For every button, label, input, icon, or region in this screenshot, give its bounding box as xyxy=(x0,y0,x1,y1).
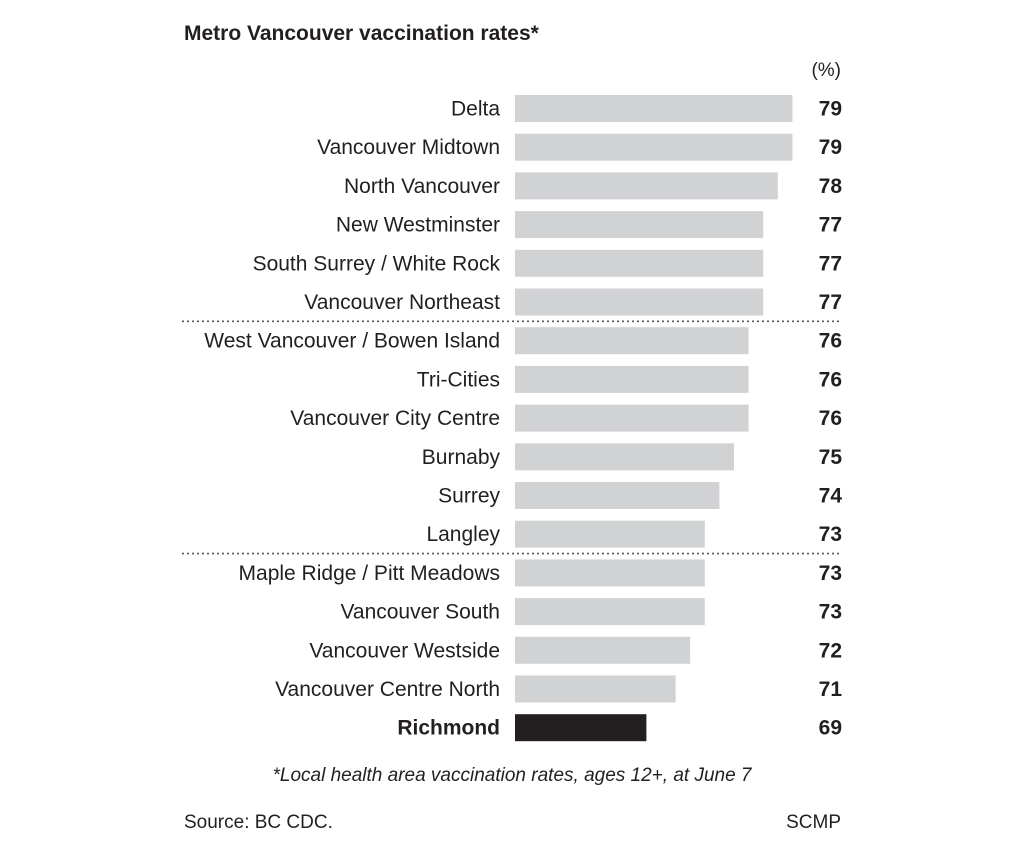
bar-vancouver-city-centre xyxy=(515,404,749,432)
bar-vancouver-centre-north xyxy=(515,675,676,703)
bar-delta xyxy=(515,95,793,122)
value-label: 72 xyxy=(819,639,842,662)
value-label: 74 xyxy=(819,485,843,508)
value-label: 77 xyxy=(819,214,842,237)
value-label: 76 xyxy=(819,407,842,430)
category-label: Vancouver Northeast xyxy=(304,291,500,314)
category-label: New Westminster xyxy=(336,214,500,237)
bar-langley xyxy=(515,520,705,548)
value-label: 77 xyxy=(819,252,842,275)
category-label: Vancouver Westside xyxy=(309,639,500,662)
value-label: 71 xyxy=(819,678,843,701)
category-label: Maple Ridge / Pitt Meadows xyxy=(239,562,500,585)
bar-tri-cities xyxy=(515,365,749,393)
category-label: Delta xyxy=(451,98,500,121)
category-label: Burnaby xyxy=(422,446,501,469)
value-label: 76 xyxy=(819,330,842,353)
bar-vancouver-midtown xyxy=(515,133,793,161)
category-label: West Vancouver / Bowen Island xyxy=(204,330,500,353)
bar-new-westminster xyxy=(515,211,764,239)
value-label: 76 xyxy=(819,368,842,391)
bar-west-vancouver-bowen-island xyxy=(515,327,749,355)
value-label: 79 xyxy=(819,98,842,121)
bar-vancouver-south xyxy=(515,598,705,626)
value-label: 73 xyxy=(819,523,842,546)
category-label: Vancouver South xyxy=(340,601,500,624)
value-label: 78 xyxy=(819,175,843,198)
bar-burnaby xyxy=(515,443,734,471)
value-label: 79 xyxy=(819,136,842,159)
unit-label: (%) xyxy=(811,60,841,81)
value-label: 73 xyxy=(819,601,842,624)
category-label: Richmond xyxy=(397,717,500,740)
category-label: Vancouver Midtown xyxy=(317,136,500,159)
bar-south-surrey-white-rock xyxy=(515,249,764,277)
category-label: Surrey xyxy=(438,485,500,508)
category-label: Langley xyxy=(426,523,500,546)
bar-maple-ridge-pitt-meadows xyxy=(515,559,705,587)
credit-label: SCMP xyxy=(786,812,841,833)
bar-surrey xyxy=(515,482,720,509)
bar-richmond xyxy=(515,714,647,742)
category-label: Vancouver City Centre xyxy=(290,407,500,430)
value-label: 77 xyxy=(819,291,842,314)
value-label: 69 xyxy=(819,717,842,740)
source-label: Source: BC CDC. xyxy=(184,812,333,833)
value-label: 73 xyxy=(819,562,842,585)
bar-vancouver-westside xyxy=(515,636,691,664)
category-label: North Vancouver xyxy=(344,175,500,198)
footnote: *Local health area vaccination rates, ag… xyxy=(272,765,752,786)
category-label: Tri-Cities xyxy=(417,368,500,391)
category-label: South Surrey / White Rock xyxy=(253,252,501,275)
bar-vancouver-northeast xyxy=(515,288,764,316)
bar-north-vancouver xyxy=(515,172,778,200)
category-label: Vancouver Centre North xyxy=(275,678,500,701)
value-label: 75 xyxy=(819,446,843,469)
chart-title: Metro Vancouver vaccination rates* xyxy=(184,22,539,45)
